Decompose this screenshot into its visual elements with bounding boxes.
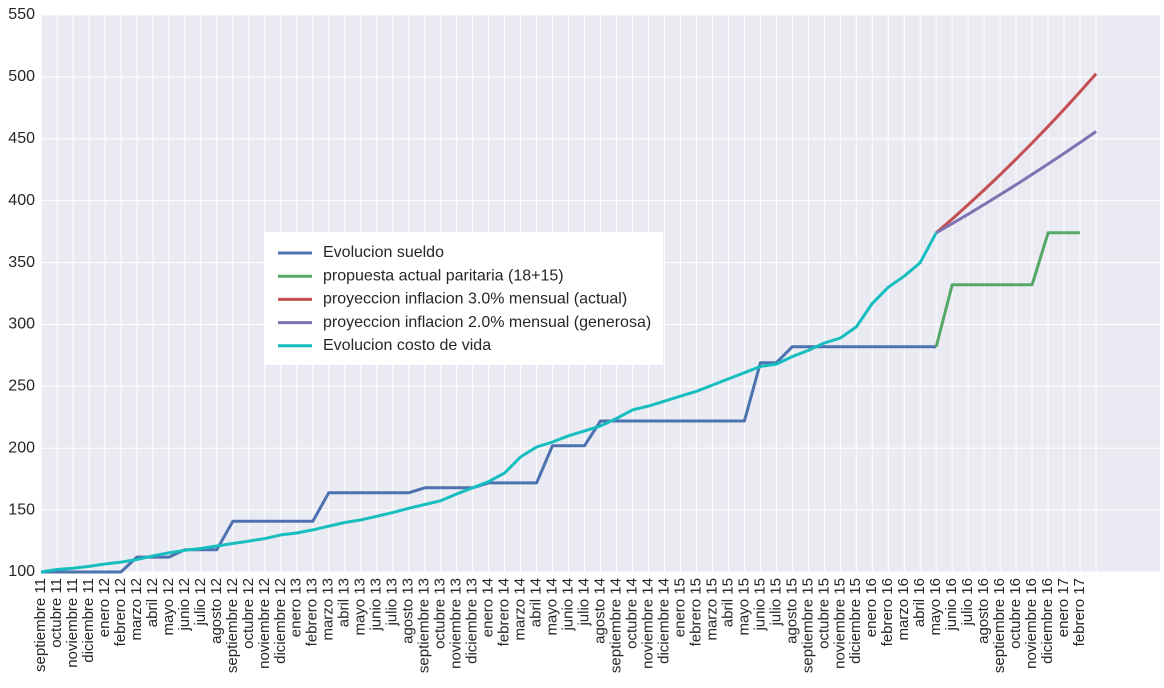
- y-tick-label: 150: [8, 501, 35, 518]
- x-tick-label: noviembre 11: [64, 578, 81, 668]
- x-tick-label: marzo 12: [128, 578, 145, 641]
- x-tick-label: diciembre 12: [272, 578, 289, 664]
- x-tick-label: enero 14: [480, 578, 497, 637]
- x-tick-label: enero 13: [288, 578, 305, 637]
- x-tick-label: septiembre 16: [991, 578, 1008, 673]
- x-tick-label: julio 13: [384, 578, 401, 627]
- x-tick-label: marzo 14: [512, 578, 529, 641]
- x-tick-label: diciembre 16: [1039, 578, 1056, 664]
- x-tick-label: abril 16: [911, 578, 928, 627]
- x-tick-label: febrero 13: [304, 578, 321, 646]
- legend-label: proyeccion inflacion 2.0% mensual (gener…: [323, 314, 651, 331]
- x-tick-label: octubre 11: [48, 578, 65, 648]
- legend-label: Evolucion sueldo: [323, 244, 444, 261]
- x-tick-label: enero 16: [863, 578, 880, 637]
- x-tick-label: julio 16: [959, 578, 976, 627]
- series-line: [934, 231, 1081, 348]
- x-tick-label: enero 15: [671, 578, 688, 637]
- x-tick-label: septiembre 14: [607, 578, 624, 673]
- series-line: [935, 130, 1097, 235]
- lines: [40, 72, 1098, 574]
- x-tick-label: febrero 17: [1071, 578, 1088, 646]
- legend-label: Evolucion costo de vida: [323, 337, 491, 354]
- x-tick-label: agosto 13: [400, 578, 417, 644]
- x-tick-label: junio 16: [943, 578, 960, 632]
- x-tick-label: agosto 15: [783, 578, 800, 644]
- x-tick-label: diciembre 15: [847, 578, 864, 664]
- x-tick-label: agosto 14: [591, 578, 608, 644]
- x-tick-label: octubre 12: [240, 578, 257, 649]
- x-tick-label: julio 15: [767, 578, 784, 627]
- x-tick-label: noviembre 16: [1023, 578, 1040, 669]
- x-tick-label: octubre 13: [432, 578, 449, 649]
- x-tick-label: octubre 15: [815, 578, 832, 649]
- x-tick-label: marzo 13: [320, 578, 337, 641]
- y-tick-label: 250: [8, 378, 35, 395]
- x-tick-label: mayo 14: [544, 578, 561, 636]
- y-tick-label: 450: [8, 130, 35, 147]
- legend-box: [264, 232, 663, 365]
- x-tick-label: septiembre 11: [32, 578, 49, 672]
- x-tick-label: abril 14: [528, 578, 545, 627]
- x-tick-label: abril 13: [336, 578, 353, 627]
- x-tick-label: abril 15: [719, 578, 736, 627]
- x-tick-label: agosto 16: [975, 578, 992, 644]
- x-tick-label: marzo 16: [895, 578, 912, 641]
- series-line: [40, 232, 938, 574]
- x-tick-label: junio 13: [368, 578, 385, 632]
- x-tick-label: mayo 16: [927, 578, 944, 636]
- x-tick-label: noviembre 13: [448, 578, 465, 669]
- y-tick-label: 100: [8, 563, 35, 580]
- x-tick-label: noviembre 14: [639, 578, 656, 669]
- x-tick-label: junio 12: [176, 578, 193, 632]
- x-tick-label: mayo 12: [160, 578, 177, 636]
- series-line: [935, 72, 1098, 234]
- x-tick-label: diciembre 13: [464, 578, 481, 664]
- x-tick-label: julio 12: [192, 578, 209, 627]
- x-tick-label: marzo 15: [703, 578, 720, 641]
- grid: [40, 14, 1160, 573]
- x-tick-label: febrero 12: [112, 578, 129, 646]
- y-tick-label: 400: [8, 192, 35, 209]
- x-tick-label: mayo 15: [735, 578, 752, 636]
- x-tick-label: enero 17: [1055, 578, 1072, 637]
- x-tick-label: septiembre 12: [224, 578, 241, 673]
- x-tick-label: noviembre 15: [831, 578, 848, 669]
- x-tick-label: septiembre 13: [416, 578, 433, 673]
- x-tick-label: junio 14: [559, 578, 576, 632]
- x-tick-label: enero 12: [96, 578, 113, 637]
- y-tick-label: 300: [8, 316, 35, 333]
- x-tick-label: diciembre 14: [655, 578, 672, 664]
- x-tick-label: octubre 14: [623, 578, 640, 649]
- y-tick-label: 500: [8, 68, 35, 85]
- y-tick-label: 550: [8, 6, 35, 23]
- x-tick-label: febrero 14: [496, 578, 513, 646]
- y-tick-label: 350: [8, 254, 35, 271]
- x-tick-label: febrero 16: [879, 578, 896, 646]
- x-tick-label: mayo 13: [352, 578, 369, 636]
- legend-label: proyeccion inflacion 3.0% mensual (actua…: [323, 291, 627, 308]
- x-tick-label: septiembre 15: [799, 578, 816, 673]
- x-tick-label: febrero 15: [687, 578, 704, 646]
- x-tick-label: octubre 16: [1007, 578, 1024, 649]
- x-tick-label: abril 12: [144, 578, 161, 627]
- legend: Evolucion sueldo propuesta actual paritar…: [264, 232, 663, 365]
- x-tick-label: agosto 12: [208, 578, 225, 644]
- x-tick-label: noviembre 12: [256, 578, 273, 669]
- legend-label: propuesta actual paritaria (18+15): [323, 267, 564, 284]
- x-tick-label: junio 15: [751, 578, 768, 632]
- x-tick-label: julio 14: [575, 578, 592, 627]
- x-tick-label: diciembre 11: [80, 578, 97, 663]
- y-tick-label: 200: [8, 439, 35, 456]
- labels: 100 150 200 250 300 350 400 450 500 550 septiembre…: [8, 6, 1088, 673]
